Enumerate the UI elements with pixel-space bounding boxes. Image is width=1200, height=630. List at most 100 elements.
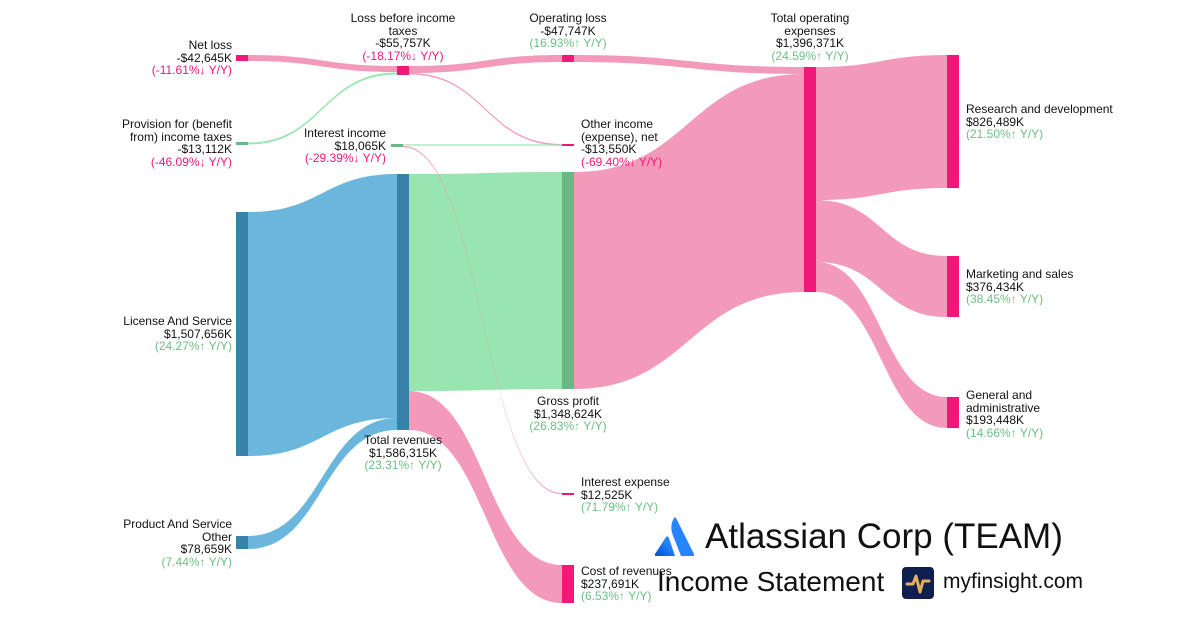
label-name: Interest expense xyxy=(581,475,670,489)
label-value: $1,396,371K xyxy=(775,36,845,50)
node-total-opex xyxy=(804,67,816,292)
node-label-mns: Marketing and sales $376,434K (38.45%↑ Y… xyxy=(966,268,1073,306)
label-change: (-11.61%↓ Y/Y) xyxy=(151,63,232,77)
link-total-opex-to-rnd xyxy=(816,55,947,200)
label-name: Gross profit xyxy=(536,394,599,408)
link-product-other-to-total-revenues xyxy=(248,418,397,549)
link-provision-to-lbt xyxy=(248,72,397,145)
link-operating-loss-to-total-opex xyxy=(574,55,804,74)
label-value: -$13,112K xyxy=(177,142,233,156)
label-value: $12,525K xyxy=(581,487,633,502)
label-change: (24.27%↑ Y/Y) xyxy=(154,339,232,353)
label-name: Interest income xyxy=(303,126,386,140)
node-gross-profit xyxy=(562,172,574,389)
company-title: Atlassian Corp (TEAM) xyxy=(705,517,1063,556)
node-label-operating-loss: Operating loss -$47,747K (16.93%↑ Y/Y) xyxy=(529,12,606,50)
label-name: Total revenues xyxy=(363,433,443,447)
label-value: $376,434K xyxy=(966,279,1025,294)
node-label-interest-income: Interest income $18,065K (-29.39%↓ Y/Y) xyxy=(304,127,386,165)
label-name: General and xyxy=(966,388,1033,402)
label-change: (21.50%↑ Y/Y) xyxy=(966,127,1044,141)
label-change: (14.66%↑ Y/Y) xyxy=(966,425,1044,440)
link-lbt-to-other-income xyxy=(409,73,562,146)
node-label-cost-of-revenues: Cost of revenues $237,691K (6.53%↑ Y/Y) xyxy=(581,565,672,603)
label-value: $78,659K xyxy=(180,542,232,556)
label-name: License And Service xyxy=(123,314,232,328)
node-operating-loss xyxy=(562,55,574,62)
link-total-revenues-to-gross-profit xyxy=(409,172,562,391)
link-net-loss-to-lbt xyxy=(248,55,397,72)
label-name: Provision for (benefit xyxy=(121,117,232,131)
node-total-revenues xyxy=(397,174,409,430)
link-interest-income-to-other-income xyxy=(403,144,562,146)
label-change: (71.79%↑ Y/Y) xyxy=(581,500,659,514)
label-name: Net loss xyxy=(188,38,232,52)
label-value: $1,507,656K xyxy=(163,326,232,341)
label-value: $1,586,315K xyxy=(368,445,438,460)
node-product-other xyxy=(236,536,248,549)
node-label-gna: General and administrative $193,448K (14… xyxy=(966,389,1043,439)
label-change: (-18.17%↓ Y/Y) xyxy=(362,48,444,63)
node-lbt xyxy=(397,66,409,75)
label-name: Other income xyxy=(581,117,654,131)
node-cost-of-revenues xyxy=(562,565,574,603)
label-change: (6.53%↑ Y/Y) xyxy=(581,589,652,603)
node-label-license: License And Service $1,507,656K (24.27%↑… xyxy=(123,315,232,353)
link-total-opex-to-gna xyxy=(816,262,947,428)
node-label-lbt: Loss before income taxes -$55,757K (-18.… xyxy=(351,12,456,62)
link-total-revenues-to-cost-of-revenues xyxy=(409,391,562,603)
link-gross-profit-to-total-opex xyxy=(574,74,804,389)
label-value: $193,448K xyxy=(966,413,1025,427)
label-change: (26.83%↑ Y/Y) xyxy=(529,419,607,433)
node-license xyxy=(236,212,248,456)
label-name: Other xyxy=(201,529,232,544)
node-label-interest-expense: Interest expense $12,525K (71.79%↑ Y/Y) xyxy=(581,476,670,514)
label-name: Total operating xyxy=(770,11,850,25)
atlassian-logo-icon xyxy=(654,517,694,556)
label-change: (38.45%↑ Y/Y) xyxy=(966,292,1044,306)
link-license-to-total-revenues xyxy=(248,174,397,456)
node-other-income xyxy=(562,144,574,146)
label-name: Loss before income xyxy=(350,11,456,25)
label-value: -$13,550K xyxy=(581,142,637,156)
label-name: (expense), net xyxy=(581,129,658,144)
node-provision xyxy=(236,142,248,145)
myfinsight-logo-icon xyxy=(902,567,934,599)
node-interest-expense xyxy=(562,493,574,495)
label-change: (-46.09%↓ Y/Y) xyxy=(150,154,232,169)
label-name: Marketing and sales xyxy=(966,267,1074,281)
site-name: myfinsight.com xyxy=(943,570,1084,593)
node-label-rnd: Research and development $826,489K (21.5… xyxy=(966,103,1113,141)
label-name: Operating loss xyxy=(529,11,607,25)
label-change: (-29.39%↓ Y/Y) xyxy=(304,151,386,165)
label-name: administrative xyxy=(966,400,1041,415)
node-label-net-loss: Net loss -$42,645K (-11.61%↓ Y/Y) xyxy=(152,39,232,77)
link-interest-income-to-interest-expense xyxy=(403,146,562,495)
label-change: (23.31%↑ Y/Y) xyxy=(364,458,442,472)
node-rnd xyxy=(947,55,959,188)
node-net-loss xyxy=(236,55,248,61)
node-label-product-other: Product And Service Other $78,659K (7.44… xyxy=(123,518,232,568)
node-label-total-opex: Total operating expenses $1,396,371K (24… xyxy=(771,12,850,62)
link-lbt-to-operating-loss xyxy=(409,55,562,73)
node-gna xyxy=(947,397,959,428)
statement-subtitle: Income Statement xyxy=(657,566,885,597)
label-change: (7.44%↑ Y/Y) xyxy=(161,554,232,569)
label-value: $826,489K xyxy=(966,114,1025,129)
label-value: -$47,747K xyxy=(540,23,596,38)
node-mns xyxy=(947,256,959,317)
label-value: -$42,645K xyxy=(176,50,232,65)
label-change: (-69.40%↓ Y/Y) xyxy=(581,154,663,169)
node-label-provision: Provision for (benefit from) income taxe… xyxy=(122,118,232,168)
label-name: Cost of revenues xyxy=(581,564,672,578)
node-label-total-revenues: Total revenues $1,586,315K (23.31%↑ Y/Y) xyxy=(364,434,442,472)
node-label-other-income: Other income (expense), net -$13,550K (-… xyxy=(581,118,662,168)
node-label-gross-profit: Gross profit $1,348,624K (26.83%↑ Y/Y) xyxy=(529,395,606,433)
node-interest-income xyxy=(391,144,403,147)
label-change: (24.59%↑ Y/Y) xyxy=(771,48,849,63)
label-value: -$55,757K xyxy=(375,36,431,50)
label-name: expenses xyxy=(784,23,836,38)
link-total-opex-to-mns xyxy=(816,200,947,317)
label-value: $237,691K xyxy=(581,576,640,591)
